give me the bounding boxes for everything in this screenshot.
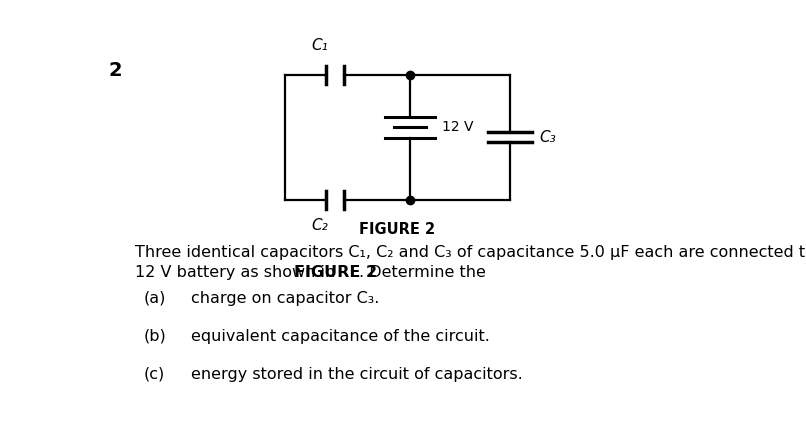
Text: (a): (a)	[143, 291, 165, 306]
Text: (c): (c)	[143, 367, 164, 382]
Text: C₂: C₂	[311, 218, 328, 233]
Text: Three identical capacitors C₁, C₂ and C₃ of capacitance 5.0 μF each are connecte: Three identical capacitors C₁, C₂ and C₃…	[135, 245, 806, 260]
Text: C₃: C₃	[539, 130, 556, 145]
Text: equivalent capacitance of the circuit.: equivalent capacitance of the circuit.	[191, 329, 490, 344]
Text: (b): (b)	[143, 329, 166, 344]
Text: 2: 2	[108, 61, 122, 80]
Text: 12 V battery as shown in: 12 V battery as shown in	[135, 265, 340, 280]
Text: FIGURE 2: FIGURE 2	[359, 222, 435, 237]
Text: charge on capacitor C₃.: charge on capacitor C₃.	[191, 291, 380, 306]
Text: C₁: C₁	[311, 38, 328, 53]
Text: energy stored in the circuit of capacitors.: energy stored in the circuit of capacito…	[191, 367, 523, 382]
Text: 12 V: 12 V	[442, 121, 474, 134]
Text: . Determine the: . Determine the	[359, 265, 485, 280]
Text: FIGURE 2: FIGURE 2	[294, 265, 377, 280]
